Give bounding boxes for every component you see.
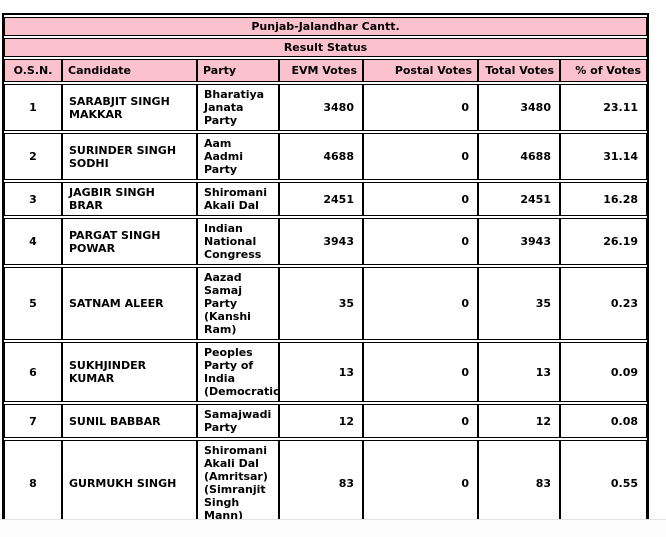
postal-votes-cell: 0 <box>363 84 478 131</box>
party-cell: Shiromani Akali Dal (Amritsar) (Simranji… <box>197 440 279 519</box>
evm-votes-cell: 4688 <box>279 133 363 180</box>
col-header-postal-votes: Postal Votes <box>363 59 478 82</box>
result-row: 3 JAGBIR SINGH BRAR Shiromani Akali Dal … <box>4 182 648 216</box>
osn-cell: 7 <box>4 404 62 438</box>
total-votes-cell: 12 <box>478 404 560 438</box>
results-body: 1 SARABJIT SINGH MAKKAR Bharatiya Janata… <box>4 84 648 519</box>
subtitle-row: Result Status <box>4 38 648 57</box>
postal-votes-cell: 0 <box>363 440 478 519</box>
evm-votes-cell: 35 <box>279 267 363 340</box>
total-votes-cell: 2451 <box>478 182 560 216</box>
candidate-cell: SUNIL BABBAR <box>62 404 197 438</box>
candidate-cell: SURINDER SINGH SODHI <box>62 133 197 180</box>
postal-votes-cell: 0 <box>363 182 478 216</box>
osn-cell: 6 <box>4 342 62 402</box>
pct-votes-cell: 23.11 <box>560 84 648 131</box>
party-cell: Aazad Samaj Party (Kanshi Ram) <box>197 267 279 340</box>
result-row: 2 SURINDER SINGH SODHI Aam Aadmi Party 4… <box>4 133 648 180</box>
osn-cell: 1 <box>4 84 62 131</box>
total-votes-cell: 83 <box>478 440 560 519</box>
total-votes-cell: 4688 <box>478 133 560 180</box>
party-cell: Shiromani Akali Dal <box>197 182 279 216</box>
pct-votes-cell: 31.14 <box>560 133 648 180</box>
result-row: 5 SATNAM ALEER Aazad Samaj Party (Kanshi… <box>4 267 648 340</box>
evm-votes-cell: 3480 <box>279 84 363 131</box>
osn-cell: 3 <box>4 182 62 216</box>
col-header-total-votes: Total Votes <box>478 59 560 82</box>
osn-cell: 5 <box>4 267 62 340</box>
postal-votes-cell: 0 <box>363 133 478 180</box>
party-cell: Bharatiya Janata Party <box>197 84 279 131</box>
postal-votes-cell: 0 <box>363 267 478 340</box>
evm-votes-cell: 2451 <box>279 182 363 216</box>
col-header-pct-votes: % of Votes <box>560 59 648 82</box>
party-cell: Indian National Congress <box>197 218 279 265</box>
postal-votes-cell: 0 <box>363 218 478 265</box>
evm-votes-cell: 83 <box>279 440 363 519</box>
total-votes-cell: 35 <box>478 267 560 340</box>
postal-votes-cell: 0 <box>363 342 478 402</box>
col-header-osn: O.S.N. <box>4 59 62 82</box>
table-viewport: Punjab-Jalandhar Cantt. Result Status O.… <box>2 13 650 519</box>
result-row: 6 SUKHJINDER KUMAR Peoples Party of Indi… <box>4 342 648 402</box>
party-cell: Peoples Party of India (Democratic) <box>197 342 279 402</box>
evm-votes-cell: 13 <box>279 342 363 402</box>
result-row: 1 SARABJIT SINGH MAKKAR Bharatiya Janata… <box>4 84 648 131</box>
pct-votes-cell: 26.19 <box>560 218 648 265</box>
bottom-margin <box>0 519 666 537</box>
candidate-cell: GURMUKH SINGH <box>62 440 197 519</box>
result-row: 8 GURMUKH SINGH Shiromani Akali Dal (Amr… <box>4 440 648 519</box>
header-row: O.S.N. Candidate Party EVM Votes Postal … <box>4 59 648 82</box>
result-row: 4 PARGAT SINGH POWAR Indian National Con… <box>4 218 648 265</box>
postal-votes-cell: 0 <box>363 404 478 438</box>
title-row: Punjab-Jalandhar Cantt. <box>4 17 648 36</box>
col-header-candidate: Candidate <box>62 59 197 82</box>
col-header-evm-votes: EVM Votes <box>279 59 363 82</box>
pct-votes-cell: 0.08 <box>560 404 648 438</box>
evm-votes-cell: 12 <box>279 404 363 438</box>
party-cell: Samajwadi Party <box>197 404 279 438</box>
osn-cell: 4 <box>4 218 62 265</box>
pct-votes-cell: 16.28 <box>560 182 648 216</box>
osn-cell: 2 <box>4 133 62 180</box>
total-votes-cell: 3480 <box>478 84 560 131</box>
results-table: Punjab-Jalandhar Cantt. Result Status O.… <box>2 13 650 519</box>
evm-votes-cell: 3943 <box>279 218 363 265</box>
pct-votes-cell: 0.09 <box>560 342 648 402</box>
constituency-title: Punjab-Jalandhar Cantt. <box>4 17 648 36</box>
candidate-cell: JAGBIR SINGH BRAR <box>62 182 197 216</box>
party-cell: Aam Aadmi Party <box>197 133 279 180</box>
candidate-cell: SATNAM ALEER <box>62 267 197 340</box>
result-status-title: Result Status <box>4 38 648 57</box>
osn-cell: 8 <box>4 440 62 519</box>
candidate-cell: SUKHJINDER KUMAR <box>62 342 197 402</box>
candidate-cell: SARABJIT SINGH MAKKAR <box>62 84 197 131</box>
pct-votes-cell: 0.55 <box>560 440 648 519</box>
total-votes-cell: 3943 <box>478 218 560 265</box>
col-header-party: Party <box>197 59 279 82</box>
candidate-cell: PARGAT SINGH POWAR <box>62 218 197 265</box>
pct-votes-cell: 0.23 <box>560 267 648 340</box>
result-row: 7 SUNIL BABBAR Samajwadi Party 12 0 12 0… <box>4 404 648 438</box>
total-votes-cell: 13 <box>478 342 560 402</box>
